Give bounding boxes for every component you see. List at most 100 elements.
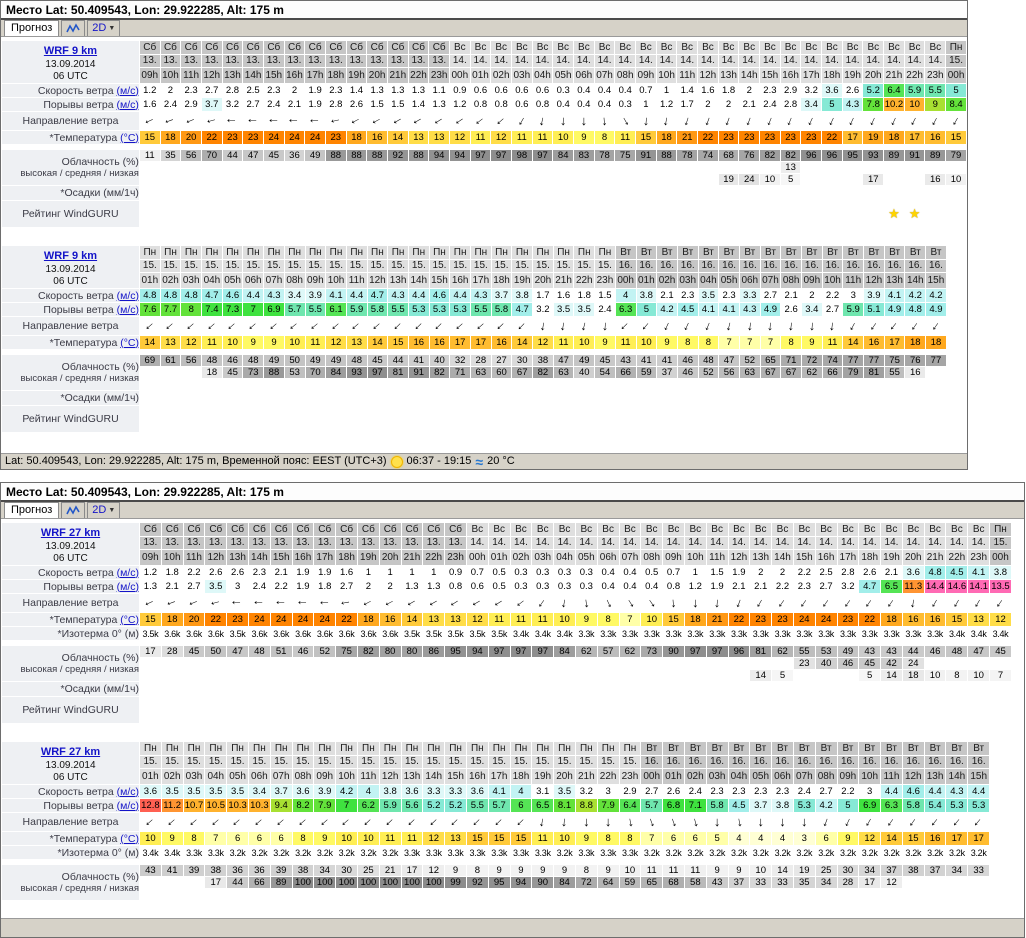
day-cell: Вс (881, 523, 902, 536)
day-cell: Пн (990, 523, 1011, 536)
temperature-cell: 12 (859, 832, 881, 845)
wind-direction-cell: ↓ (719, 317, 739, 335)
cloud-mid-cell (402, 658, 423, 669)
wind-arrow-icon: ↓ (224, 318, 241, 333)
row-label-link[interactable]: (м/с) (116, 799, 139, 812)
cloud-mid-cell (347, 162, 367, 173)
tab-2d[interactable]: 2D ▼ (87, 20, 121, 36)
rating-cell (402, 697, 423, 723)
tab-2d-label: 2D (92, 504, 107, 516)
tab-graph[interactable] (61, 20, 86, 36)
wind-direction-cell: ↓ (968, 594, 989, 612)
cloud-low-cell (794, 670, 815, 681)
cloud-mid-cell: 67 (512, 367, 533, 378)
tab-graph[interactable] (61, 502, 86, 518)
wind-direction-cell: ↓ (533, 317, 553, 335)
cloud-mid-cell: 12 (881, 877, 902, 888)
row-label-link[interactable]: (°C) (120, 832, 139, 845)
row-label-link[interactable]: (м/с) (116, 289, 139, 302)
rating-cell (140, 201, 160, 227)
row-label-link[interactable]: (°C) (120, 336, 139, 349)
day-cell: Пн (292, 742, 314, 755)
cloud-low-cell (772, 889, 793, 900)
cloud-mid-cell (801, 162, 821, 173)
cloud-low-cell (249, 889, 270, 900)
wind-speed-cell: 4.6 (222, 289, 243, 302)
row-label: Рейтинг WindGURU (2, 201, 139, 227)
date-cell: 14. (859, 536, 881, 550)
model-link[interactable]: WRF 27 km (40, 527, 101, 539)
wind-direction-cell: ↓ (380, 594, 401, 612)
date-cell: 16. (615, 259, 636, 273)
cloud-mid-cell (554, 658, 575, 669)
cloud-low-cell (380, 670, 401, 681)
model-link[interactable]: WRF 27 km (40, 746, 101, 758)
wind-direction-cell: ↓ (336, 594, 357, 612)
temperature-cell: 8 (597, 832, 619, 845)
row-label-text: Направление ветра (22, 816, 119, 828)
rating-cell (409, 406, 429, 432)
model-link[interactable]: WRF 9 km (43, 250, 98, 262)
hour-cell: 07h (594, 68, 615, 83)
day-cell: Сб (357, 523, 379, 536)
cloud-mid-cell (843, 162, 863, 173)
hour-cell: 20h (902, 550, 924, 565)
wind-gust-cell: 5 (837, 799, 859, 812)
row-label: Направление ветра (2, 317, 139, 335)
wind-gust-cell: 2.7 (825, 303, 840, 315)
row-label-link[interactable]: (м/с) (116, 785, 139, 798)
row-label-link[interactable]: (м/с) (116, 84, 139, 97)
rating-cell (595, 406, 615, 432)
wind-arrow-icon: ↓ (779, 814, 786, 829)
cloud-low-cell (181, 174, 201, 185)
isotherm-cell: 3.5k (229, 628, 246, 639)
tab-2d[interactable]: 2D ▼ (87, 502, 121, 518)
date-cell: 14. (760, 54, 780, 68)
wind-direction-cell: ↓ (761, 317, 781, 335)
row-label-link[interactable]: (°C) (120, 613, 139, 626)
wind-arrow-icon: ↓ (805, 112, 818, 129)
hour-cell: 10h (822, 273, 843, 288)
row-label-link[interactable]: (м/с) (116, 303, 139, 316)
isotherm-cell: 3.3k (687, 628, 704, 639)
row-label-link[interactable]: (°C) (120, 131, 139, 144)
model-link[interactable]: WRF 9 km (43, 45, 98, 57)
wind-gust-cell: 7 (336, 799, 357, 812)
hour-cell: 03h (677, 273, 698, 288)
wind-direction-cell: ↓ (863, 112, 883, 130)
cloud-mid-cell (925, 658, 946, 669)
wind-arrow-icon: ↓ (245, 117, 261, 124)
tab-forecast[interactable]: Прогноз (4, 20, 60, 36)
tab-forecast[interactable]: Прогноз (4, 502, 60, 518)
wind-gust-cell: 0.8 (494, 98, 508, 110)
rating-cell (368, 406, 388, 432)
day-cell: Вс (615, 41, 636, 54)
wind-direction-cell: ↓ (429, 112, 449, 130)
date-cell: 16. (859, 755, 881, 769)
temperature-cell: 22 (698, 131, 718, 144)
wind-speed-cell: 3.5 (205, 785, 227, 798)
cloud-mid-cell: 24 (902, 658, 924, 669)
cloud-low-cell (636, 174, 656, 185)
cloud-low-cell (271, 670, 292, 681)
rating-cell (843, 406, 863, 432)
row-label-link[interactable]: (м/с) (116, 566, 139, 579)
hour-cell: 02h (684, 769, 706, 784)
rating-cell (162, 697, 183, 723)
hour-cell: 20h (367, 68, 387, 83)
date-cell: 13. (248, 536, 270, 550)
cloud-low-cell: 8 (946, 670, 968, 681)
rating-cell (223, 406, 243, 432)
date-cell: 14. (553, 54, 574, 68)
cloud-high-cell: 25 (357, 865, 379, 876)
wind-arrow-icon: ↓ (867, 112, 880, 129)
row-label-link[interactable]: (м/с) (116, 98, 139, 111)
wind-direction-cell: ↓ (512, 317, 532, 335)
rating-cell (615, 201, 635, 227)
cloud-high-cell: 51 (270, 646, 292, 657)
row-label: Облачность (%) высокая / средняя / низкая (2, 646, 139, 681)
wind-gust-cell: 5 (822, 98, 842, 111)
rating-cell (905, 406, 925, 432)
row-label-link[interactable]: (м/с) (116, 580, 139, 593)
cloud-mid-cell (450, 162, 470, 173)
